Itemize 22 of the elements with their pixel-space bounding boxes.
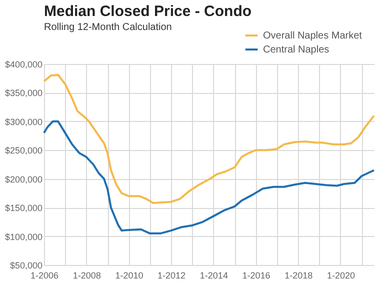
chart-title: Median Closed Price - Condo (44, 3, 252, 20)
x-tick-label: 1-2018 (284, 270, 313, 280)
x-tick-label: 1-2020 (326, 270, 355, 280)
y-tick-label: $350,000 (4, 88, 42, 98)
x-tick-label: 1-2006 (30, 270, 59, 280)
y-tick-label: $200,000 (4, 174, 42, 184)
y-tick-label: $50,000 (10, 260, 42, 270)
y-tick-label: $150,000 (4, 203, 42, 214)
line-series (43, 120, 375, 234)
x-tick-label: 1-2012 (158, 270, 186, 280)
y-tick-label: $300,000 (4, 116, 42, 127)
x-tick-label: 1-2014 (200, 270, 228, 280)
x-tick-label: 1-2010 (115, 270, 144, 280)
chart-subtitle: Rolling 12-Month Calculation (44, 22, 172, 33)
y-tick-label: $400,000 (4, 60, 42, 70)
line-series (43, 74, 375, 204)
y-tick-label: $250,000 (4, 146, 42, 156)
x-tick-label: 1-2016 (242, 270, 270, 280)
x-tick-label: 1-2008 (72, 270, 101, 280)
legend-label: Central Naples (263, 44, 330, 56)
legend-label: Overall Naples Market (263, 30, 362, 42)
y-tick-label: $100,000 (4, 232, 42, 242)
